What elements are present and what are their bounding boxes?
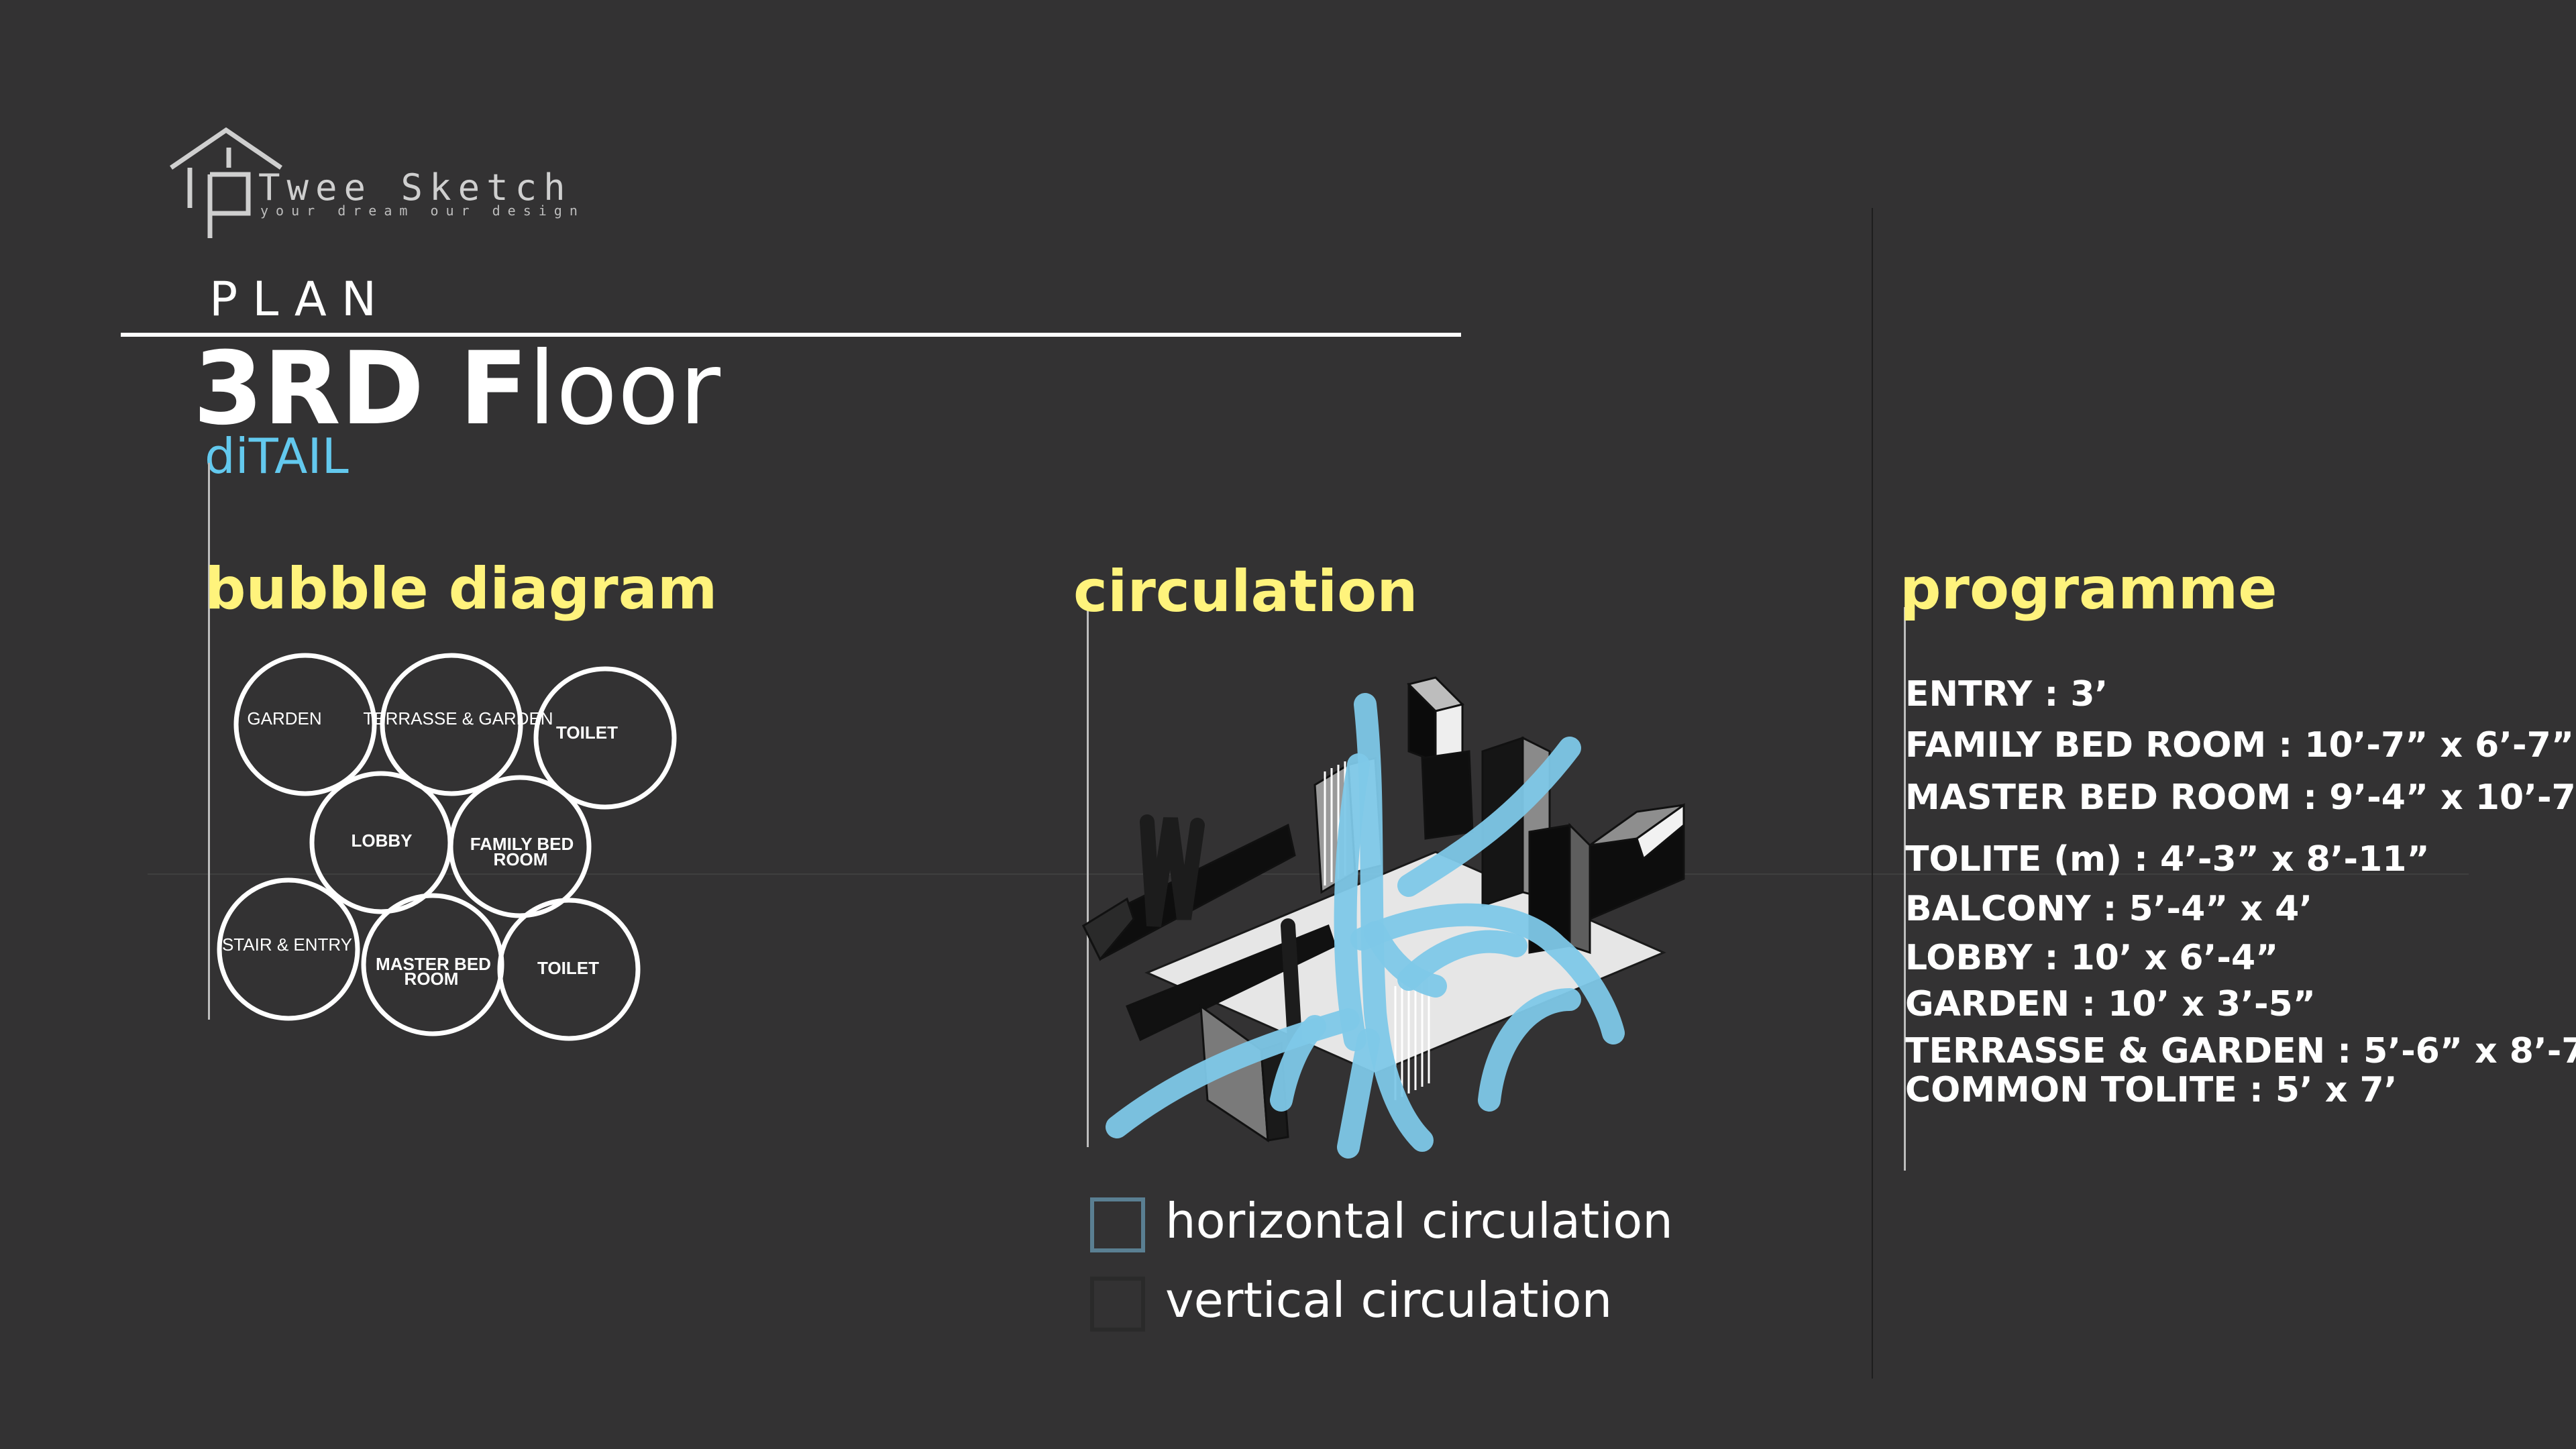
programme-heading: programme [1900,555,2277,623]
bubble-label: STAIR & ENTRY [222,934,352,955]
bubble-label: TOILET [537,958,599,978]
programme-item-tolite: TOLITE (m) : 4’-3” x 8’-11” [1905,839,2430,879]
programme-item-terrasse-garden: TERRASSE & GARDEN : 5’-6” x 8’-7” [1905,1031,2576,1071]
horizontal-guide-line [148,873,2469,875]
programme-item-master-bed-room: MASTER BED ROOM : 9’-4” x 10’-7” [1905,777,2576,818]
bubble-label-line2: ROOM [494,849,548,869]
circulation-accent-line [1087,610,1089,1147]
bubble-accent-line [208,463,210,1020]
programme-item-garden: GARDEN : 10’ x 3’-5” [1905,984,2316,1024]
house-logo-icon [170,127,282,238]
outlined-square-icon [1090,1197,1145,1252]
floor-title-light: loor [528,331,720,447]
programme-item-entry: ENTRY : 3’ [1905,674,2108,714]
programme-item-family-bed-room: FAMILY BED ROOM : 10’-7” x 6’-7” [1905,725,2574,765]
bubble-label: FAMILY BED [470,834,574,854]
bubble-stair-entry [217,877,360,1021]
vertical-circulation-paths [1140,814,1302,1047]
circulation-heading: circulation [1073,558,1418,625]
circulation-axonometric-model [1081,676,1685,1159]
plan-label: PLAN [209,272,392,327]
bubble-terrasse-garden [380,653,523,796]
programme-item-common-tolite: COMMON TOLITE : 5’ x 7’ [1905,1070,2398,1110]
detail-label: diTAIL [205,428,349,484]
bubble-label-line2: ROOM [405,969,459,989]
bubble-label: TOILET [556,722,618,743]
bubble-label: GARDEN [247,708,321,729]
bubble-label: MASTER BED [376,954,491,974]
legend-label: horizontal circulation [1165,1193,1673,1249]
bubble-garden [233,653,377,796]
horizontal-circulation-paths [1106,693,1625,1159]
logo-tagline: your dream our design [260,203,585,219]
programme-accent-line [1904,607,1906,1171]
dark-square-icon [1090,1277,1145,1332]
programme-item-lobby: LOBBY : 10’ x 6’-4” [1905,938,2279,978]
bubble-diagram-heading: bubble diagram [205,555,718,623]
bubble-family-bed-room [448,775,592,918]
floor-title: 3RD Floor [193,335,720,443]
column-divider [1872,208,1873,1379]
title-divider [121,333,1461,337]
programme-item-balcony: BALCONY : 5’-4” x 4’ [1905,889,2313,929]
floor-title-strong: 3RD F [193,331,529,447]
logo-name: Twee Sketch [258,166,572,209]
bubble-toilet-bottom [497,898,641,1041]
bubble-toilet-top [533,666,677,810]
bubble-diagram: GARDEN TERRASSE & GARDEN TOILET LOBBY FA… [217,653,677,1041]
bubble-label: LOBBY [352,830,413,851]
twee-sketch-logo [170,127,282,238]
legend-label: vertical circulation [1165,1272,1613,1328]
bubble-label: TERRASSE & GARDEN [363,708,553,729]
